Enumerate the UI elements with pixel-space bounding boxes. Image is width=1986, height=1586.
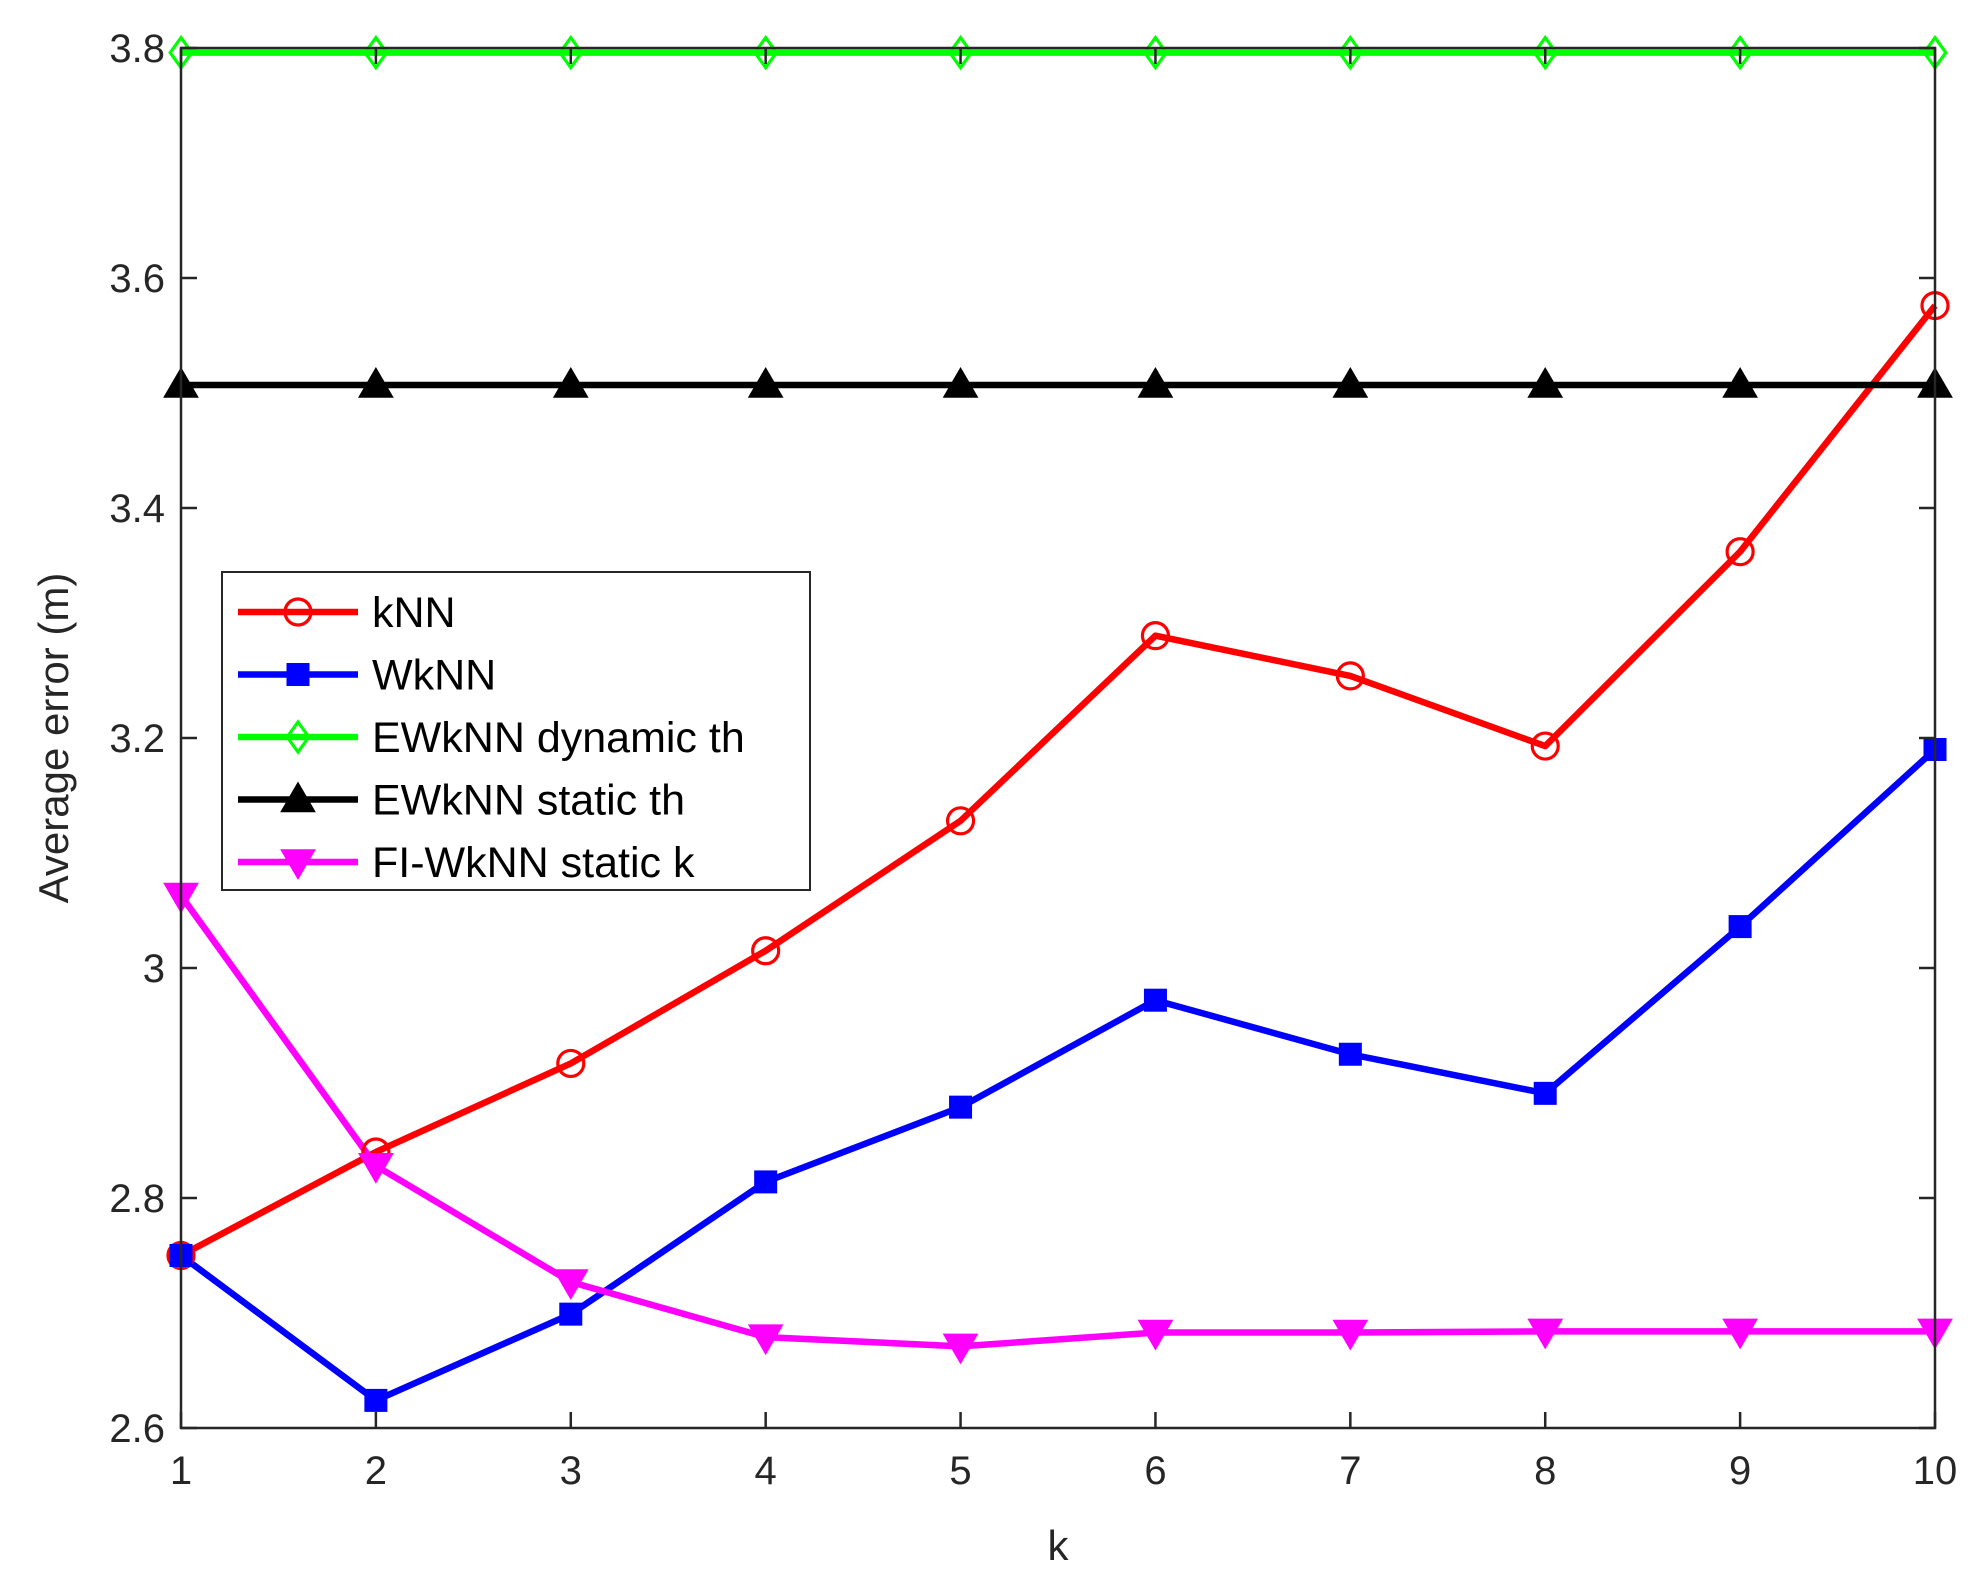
data-point-wknn-7 bbox=[1338, 1042, 1362, 1066]
legend-swatch-marker-wknn bbox=[286, 663, 310, 686]
series-line-knn bbox=[179, 303, 1938, 1259]
series-line-wknn bbox=[179, 747, 1938, 1404]
data-point-fi-wknn-static-k-9 bbox=[1722, 1318, 1758, 1350]
data-point-ewknn-static-th-9 bbox=[1722, 366, 1758, 398]
data-point-wknn-5 bbox=[949, 1095, 973, 1119]
series-line-fi-wknn-static-k bbox=[178, 893, 1935, 1350]
y-tick-label: 3.2 bbox=[109, 717, 165, 761]
legend-label-ewknn-dynamic-th: EWkNN dynamic th bbox=[372, 714, 745, 762]
data-point-fi-wknn-static-k-8 bbox=[1527, 1318, 1564, 1350]
data-point-knn-8 bbox=[1530, 731, 1560, 761]
legend-label-wknn: WkNN bbox=[372, 652, 496, 700]
data-point-fi-wknn-static-k-3 bbox=[552, 1269, 589, 1300]
x-tick-label: 8 bbox=[1534, 1449, 1556, 1493]
y-tick-label: 3.4 bbox=[109, 487, 165, 531]
x-tick-label: 2 bbox=[365, 1449, 387, 1493]
data-point-ewknn-static-th-6 bbox=[1137, 366, 1174, 398]
series-lines-layer bbox=[178, 49, 1938, 1404]
data-point-wknn-2 bbox=[364, 1388, 388, 1412]
y-tick-label: 2.6 bbox=[109, 1407, 165, 1451]
data-point-knn-9 bbox=[1725, 537, 1755, 567]
data-point-ewknn-static-th-5 bbox=[942, 366, 979, 398]
data-point-wknn-4 bbox=[754, 1170, 778, 1194]
series-markers-layer bbox=[163, 34, 1953, 1412]
y-tick-label: 3.8 bbox=[109, 27, 165, 71]
data-point-wknn-9 bbox=[1728, 915, 1752, 939]
x-tick-label: 10 bbox=[1913, 1449, 1958, 1493]
data-point-knn-6 bbox=[1140, 621, 1171, 651]
data-point-fi-wknn-static-k-6 bbox=[1137, 1319, 1174, 1351]
data-point-wknn-3 bbox=[559, 1302, 583, 1326]
y-tick-label: 2.8 bbox=[109, 1177, 165, 1221]
x-tick-label: 5 bbox=[949, 1449, 971, 1493]
x-tick-label: 1 bbox=[170, 1449, 192, 1493]
legend-swatch-marker-ewknn-dynamic-th bbox=[285, 719, 311, 755]
data-point-wknn-6 bbox=[1143, 988, 1167, 1012]
legend-swatch-marker-knn bbox=[283, 597, 313, 627]
x-tick-label: 7 bbox=[1339, 1449, 1361, 1493]
data-point-ewknn-static-th-7 bbox=[1332, 366, 1369, 398]
y-axis-label: Average error (m) bbox=[30, 573, 77, 904]
x-tick-label: 9 bbox=[1729, 1449, 1751, 1493]
legend-swatch-marker-fi-wknn-static-k bbox=[280, 849, 316, 880]
data-point-ewknn-static-th-8 bbox=[1527, 366, 1564, 398]
data-point-ewknn-static-th-2 bbox=[358, 366, 394, 398]
data-point-knn-4 bbox=[751, 936, 781, 966]
legend-label-fi-wknn-static-k: FI-WkNN static k bbox=[372, 839, 695, 887]
y-tick-label: 3.6 bbox=[109, 257, 165, 301]
y-tick-label: 3 bbox=[143, 947, 165, 991]
x-tick-label: 3 bbox=[560, 1449, 582, 1493]
data-point-knn-7 bbox=[1335, 661, 1365, 691]
data-point-wknn-8 bbox=[1533, 1081, 1557, 1105]
legend-label-ewknn-static-th: EWkNN static th bbox=[372, 777, 685, 825]
data-point-ewknn-static-th-3 bbox=[552, 366, 589, 398]
legend: kNN WkNN EWkNN dynamic th EWkNN static th FI… bbox=[221, 571, 811, 891]
data-point-knn-5 bbox=[945, 806, 976, 836]
x-tick-label: 6 bbox=[1144, 1449, 1166, 1493]
data-point-knn-3 bbox=[556, 1048, 586, 1079]
data-point-ewknn-static-th-4 bbox=[747, 366, 784, 398]
data-point-fi-wknn-static-k-5 bbox=[942, 1333, 979, 1365]
data-point-fi-wknn-static-k-4 bbox=[747, 1324, 784, 1356]
legend-label-knn: kNN bbox=[372, 589, 456, 637]
x-tick-label: 4 bbox=[755, 1449, 777, 1493]
legend-swatch-marker-ewknn-static-th bbox=[280, 781, 316, 813]
data-point-fi-wknn-static-k-7 bbox=[1332, 1319, 1369, 1351]
data-point-fi-wknn-static-k-2 bbox=[358, 1153, 394, 1184]
legend-box bbox=[221, 571, 811, 891]
axis-ticks-layer: 1 2 3 4 5 6 7 8 9 10 2.6 2.8 3 3.2 3.4 3.6 3.8 bbox=[109, 27, 1957, 1493]
x-axis-label: k bbox=[1048, 1522, 1070, 1569]
